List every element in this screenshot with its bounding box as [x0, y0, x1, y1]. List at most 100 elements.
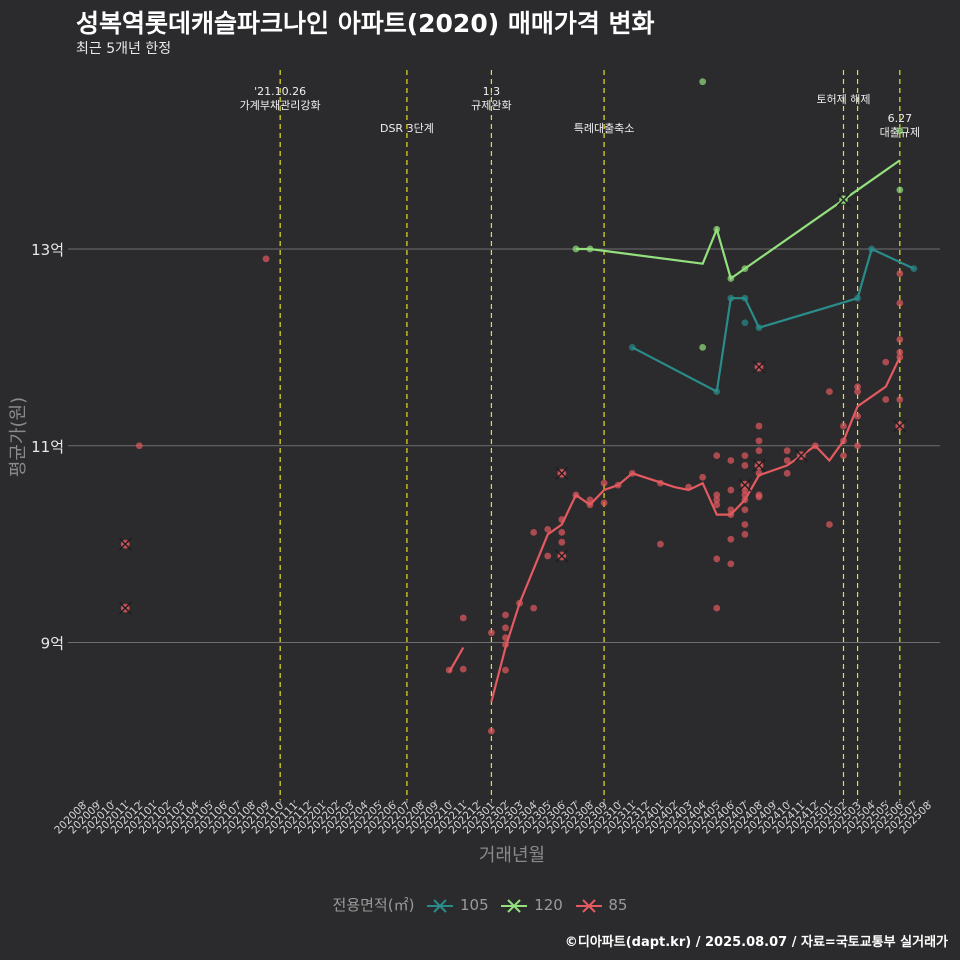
- point-85: [657, 540, 664, 548]
- event-label-line: 가계부채관리강화: [240, 99, 321, 112]
- legend: 전용면적(㎡) 105 120 85: [0, 894, 960, 915]
- point-85: [826, 388, 833, 396]
- point-105: [741, 319, 749, 327]
- series-marks: [118, 78, 918, 735]
- point-85: [459, 614, 467, 622]
- point-85: [840, 452, 847, 459]
- event-label-line: 토허제 해제: [816, 92, 870, 106]
- point-85: [713, 491, 721, 499]
- point-85: [741, 462, 749, 469]
- event-label-line: 특례대출축소: [574, 122, 635, 135]
- legend-title: 전용면적(㎡): [332, 896, 415, 914]
- point-120: [699, 343, 707, 351]
- event-label: 6.27대출규제: [880, 112, 920, 139]
- series-line-85: [490, 356, 901, 702]
- chart-subtitle: 최근 5개년 한정: [76, 41, 172, 57]
- point-85: [727, 535, 735, 543]
- x-axis-label: 거래년월: [479, 845, 545, 866]
- point-85: [755, 493, 763, 501]
- point-85: [713, 555, 721, 563]
- legend-item-105: 105: [425, 896, 489, 914]
- point-85: [544, 552, 552, 560]
- point-85: [530, 604, 538, 612]
- point-85: [530, 528, 538, 536]
- point-85: [713, 452, 721, 459]
- event-label-line: DSR 3단계: [380, 122, 434, 135]
- point-85: [896, 348, 904, 356]
- point-85: [741, 530, 749, 538]
- point-85: [544, 526, 552, 533]
- event-label: 1.3 규제완화: [471, 85, 511, 112]
- point-85: [882, 396, 890, 403]
- point-85: [755, 437, 763, 445]
- point-85: [854, 442, 861, 450]
- event-label-line: 1.3: [483, 85, 501, 98]
- cancel-mark-85: [118, 601, 132, 615]
- cancel-mark-85: [118, 537, 132, 551]
- point-85: [741, 506, 749, 514]
- legend-key-85: [575, 898, 602, 913]
- event-label-line: 규제완화: [471, 99, 511, 112]
- point-85: [727, 486, 735, 494]
- point-85: [755, 447, 763, 455]
- point-85: [727, 457, 735, 464]
- point-85: [459, 665, 467, 673]
- point-85: [741, 452, 749, 459]
- point-85: [755, 422, 763, 430]
- event-label: 특례대출축소: [574, 122, 635, 135]
- axes: 9억11억13억20200820200920201020201120201220…: [31, 241, 934, 837]
- legend-item-85: 85: [574, 896, 627, 914]
- point-85: [783, 447, 791, 455]
- legend-label-105: 105: [459, 896, 489, 914]
- point-85: [488, 727, 495, 735]
- point-85: [558, 538, 566, 546]
- point-85: [488, 629, 495, 637]
- cancel-mark-85: [752, 458, 766, 472]
- event-label-line: 6.27: [888, 112, 913, 125]
- event-label: 토허제 해제: [816, 92, 870, 106]
- point-85: [783, 457, 791, 464]
- series-line-120: [575, 159, 901, 281]
- gridlines: [68, 248, 940, 644]
- y-axis-label: 평균가(원): [8, 397, 29, 477]
- point-120: [896, 186, 904, 194]
- point-85: [727, 560, 735, 568]
- point-120: [896, 127, 904, 135]
- cancel-mark-85: [752, 360, 766, 374]
- point-85: [854, 412, 861, 420]
- point-85: [699, 473, 707, 481]
- point-85: [713, 501, 721, 509]
- cancel-mark-85: [555, 466, 569, 480]
- point-85: [896, 396, 904, 403]
- cancel-mark-85: [794, 449, 808, 463]
- legend-item-120: 120: [499, 896, 563, 914]
- cancel-mark-85: [893, 419, 907, 433]
- point-85: [135, 442, 143, 450]
- point-85: [896, 336, 904, 343]
- point-85: [502, 666, 509, 674]
- point-85: [262, 255, 270, 263]
- point-85: [713, 496, 721, 504]
- legend-key-105: [427, 898, 454, 913]
- source-caption: ©디아파트(dapt.kr) / 2025.08.07 / 자료=국토교통부 실…: [564, 935, 948, 950]
- y-tick-label: 9억: [41, 635, 64, 653]
- point-85: [896, 299, 904, 307]
- event-label: DSR 3단계: [380, 122, 434, 135]
- point-120: [699, 78, 707, 86]
- point-85: [854, 388, 861, 396]
- point-85: [840, 422, 847, 430]
- chart-title: 성복역롯데캐슬파크나인 아파트(2020) 매매가격 변화: [76, 9, 655, 38]
- point-85: [826, 521, 833, 528]
- legend-key-120: [501, 898, 528, 913]
- event-label-line: '21.10.26: [254, 85, 306, 98]
- point-85: [896, 270, 904, 277]
- point-85: [713, 604, 721, 612]
- y-tick-label: 13억: [31, 241, 64, 259]
- series-line-85-segment: [448, 646, 465, 673]
- legend-label-120: 120: [534, 896, 563, 914]
- point-85: [502, 611, 509, 619]
- y-tick-label: 11억: [31, 438, 64, 456]
- point-85: [882, 358, 890, 366]
- cancel-mark-120: [837, 193, 850, 207]
